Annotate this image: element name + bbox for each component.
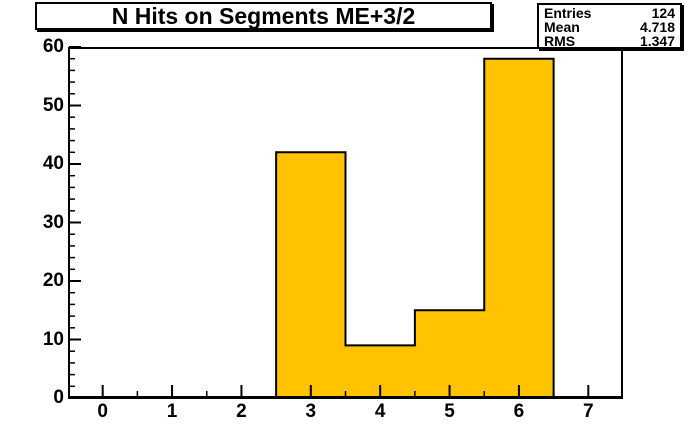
stat-label-rms: RMS [544, 33, 576, 49]
y-tick-label: 0 [53, 387, 64, 408]
y-tick-label: 40 [42, 153, 64, 174]
y-tick-label: 20 [42, 270, 64, 291]
x-tick-label: 0 [97, 401, 108, 422]
x-tick-label: 4 [374, 401, 386, 422]
x-tick-label: 5 [444, 401, 455, 422]
stat-row-mean: Mean 4.718 [544, 20, 675, 34]
stat-value-mean: 4.718 [639, 19, 675, 35]
y-tick-label: 60 [42, 36, 64, 57]
x-tick-label: 6 [513, 401, 525, 422]
x-tick-label: 1 [166, 401, 178, 422]
histogram-bars [68, 57, 623, 399]
chart-title: N Hits on Segments ME+3/2 [111, 2, 416, 29]
stat-value-entries: 124 [651, 5, 675, 21]
histogram-plot [68, 46, 623, 399]
chart-title-box: N Hits on Segments ME+3/2 [35, 2, 492, 30]
y-tick-label: 50 [42, 94, 64, 116]
stat-label-entries: Entries [544, 5, 592, 21]
y-tick-label: 30 [42, 211, 64, 233]
x-tick-label: 7 [583, 401, 594, 422]
stat-label-mean: Mean [544, 19, 580, 35]
stat-row-entries: Entries 124 [544, 6, 675, 20]
stat-row-rms: RMS 1.347 [544, 34, 675, 48]
stats-box: Entries 124 Mean 4.718 RMS 1.347 [537, 3, 682, 49]
x-tick-label: 2 [236, 401, 247, 422]
stat-value-rms: 1.347 [639, 33, 675, 49]
x-tick-label: 3 [305, 401, 317, 422]
y-tick-label: 10 [42, 328, 64, 350]
